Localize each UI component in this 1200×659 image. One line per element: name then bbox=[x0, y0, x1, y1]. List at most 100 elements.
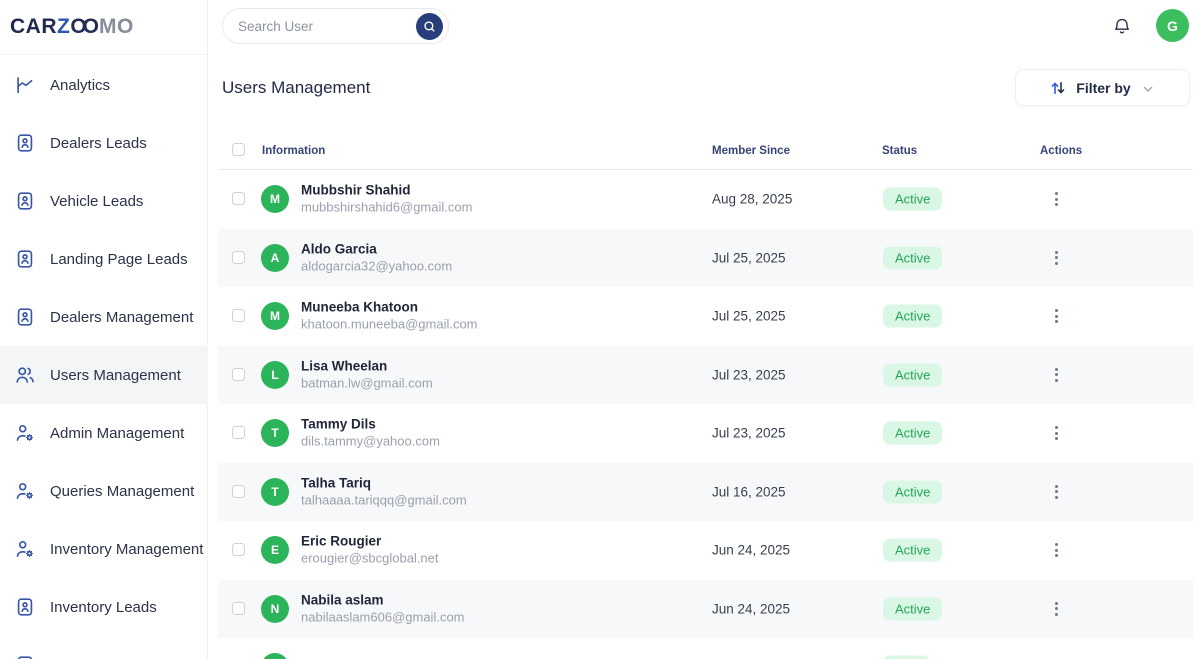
logo-text: MO bbox=[99, 15, 134, 38]
status-badge bbox=[883, 655, 930, 659]
sort-arrows-icon bbox=[1049, 79, 1067, 97]
user-name: Tammy Dils bbox=[301, 416, 376, 432]
user-email: mubbshirshahid6@gmail.com bbox=[301, 199, 473, 215]
sidebar-item-item[interactable] bbox=[0, 636, 208, 659]
users-icon bbox=[14, 364, 36, 386]
sidebar-item-dealers-leads[interactable]: Dealers Leads bbox=[0, 114, 208, 172]
column-header-status: Status bbox=[882, 145, 918, 157]
user-email: dils.tammy@yahoo.com bbox=[301, 433, 440, 449]
user-email: khatoon.muneeba@gmail.com bbox=[301, 316, 478, 332]
member-since-value: Jul 23, 2025 bbox=[712, 425, 786, 441]
row-checkbox[interactable] bbox=[232, 426, 245, 440]
user-name: Mubbshir Shahid bbox=[301, 182, 411, 198]
user-info: Talha Tariq talhaaaa.tariqqq@gmail.com bbox=[301, 475, 467, 508]
row-actions-menu[interactable] bbox=[1048, 307, 1064, 325]
sidebar-item-label: Dealers Leads bbox=[50, 134, 147, 152]
avatar: M bbox=[261, 302, 289, 331]
status-badge: Active bbox=[883, 363, 943, 387]
user-name: Aldo Garcia bbox=[301, 241, 377, 257]
user-gear-icon bbox=[14, 538, 36, 560]
user-info: Eric Rougier erougier@sbcglobal.net bbox=[301, 534, 439, 567]
sidebar-item-dealers-management[interactable]: Dealers Management bbox=[0, 288, 208, 346]
notifications-button[interactable] bbox=[1112, 15, 1134, 37]
sidebar-item-inventory-management[interactable]: Inventory Management bbox=[0, 520, 208, 578]
search-input[interactable] bbox=[238, 18, 416, 34]
user-email: erougier@sbcglobal.net bbox=[301, 550, 439, 566]
brand-logo: CAR Z OO MO bbox=[0, 0, 207, 55]
row-checkbox[interactable] bbox=[232, 250, 245, 264]
page-title: Users Management bbox=[222, 78, 371, 97]
row-actions-menu[interactable] bbox=[1048, 249, 1064, 267]
sidebar-item-admin-management[interactable]: Admin Management bbox=[0, 404, 208, 462]
row-checkbox[interactable] bbox=[232, 309, 245, 323]
table-header: Information Member Since Status Actions bbox=[218, 143, 1193, 170]
sidebar-item-label: Admin Management bbox=[50, 424, 185, 442]
row-actions-menu[interactable] bbox=[1048, 366, 1064, 384]
kebab-icon bbox=[1054, 484, 1058, 488]
member-since-value: Jul 25, 2025 bbox=[712, 308, 786, 324]
member-since-value: Jul 23, 2025 bbox=[712, 367, 786, 383]
sidebar-item-queries-management[interactable]: Queries Management bbox=[0, 462, 208, 520]
id-badge-icon bbox=[14, 190, 36, 212]
table-row: Umar Maqsood bbox=[218, 638, 1193, 659]
avatar bbox=[261, 653, 289, 659]
table-row: T Tammy Dils dils.tammy@yahoo.com Jul 23… bbox=[218, 404, 1193, 463]
row-checkbox[interactable] bbox=[232, 601, 245, 615]
status-badge: Active bbox=[883, 597, 943, 621]
sidebar-item-label: Dealers Management bbox=[50, 308, 194, 326]
kebab-icon bbox=[1054, 192, 1058, 196]
sidebar-item-users-management[interactable]: Users Management bbox=[0, 346, 208, 404]
row-checkbox[interactable] bbox=[232, 543, 245, 557]
main-content: G Users Management Filter by Information bbox=[209, 0, 1200, 659]
kebab-icon bbox=[1054, 601, 1058, 605]
row-checkbox[interactable] bbox=[232, 367, 245, 381]
sidebar-item-vehicle-leads[interactable]: Vehicle Leads bbox=[0, 172, 208, 230]
user-info: Tammy Dils dils.tammy@yahoo.com bbox=[301, 417, 440, 450]
column-header-member-since: Member Since bbox=[712, 145, 790, 157]
sidebar-item-landing-page-leads[interactable]: Landing Page Leads bbox=[0, 230, 208, 288]
user-info: Mubbshir Shahid mubbshirshahid6@gmail.co… bbox=[301, 183, 472, 216]
filter-by-button[interactable]: Filter by bbox=[1015, 69, 1190, 106]
user-info: Nabila aslam nabilaaslam606@gmail.com bbox=[301, 592, 465, 625]
sidebar-item-label: Inventory Leads bbox=[50, 598, 157, 616]
table-body: M Mubbshir Shahid mubbshirshahid6@gmail.… bbox=[218, 170, 1193, 659]
user-avatar[interactable]: G bbox=[1156, 9, 1189, 42]
row-checkbox[interactable] bbox=[232, 192, 245, 206]
row-actions-menu[interactable] bbox=[1048, 190, 1064, 208]
chevron-down-icon bbox=[1140, 79, 1156, 97]
id-badge-icon bbox=[14, 132, 36, 154]
sidebar-nav: Analytics Dealers Leads Vehicle Leads La… bbox=[0, 56, 208, 659]
sidebar-item-label: Analytics bbox=[50, 76, 111, 94]
status-badge: Active bbox=[883, 246, 943, 270]
search-bar bbox=[222, 8, 449, 44]
select-all-checkbox[interactable] bbox=[232, 143, 245, 156]
sidebar-item-analytics[interactable]: Analytics bbox=[0, 56, 208, 114]
kebab-icon bbox=[1054, 426, 1058, 430]
row-actions-menu[interactable] bbox=[1048, 424, 1064, 442]
users-table: Information Member Since Status Actions … bbox=[218, 143, 1193, 659]
status-badge: Active bbox=[883, 538, 943, 562]
analytics-chart-icon bbox=[14, 74, 36, 96]
status-badge: Active bbox=[883, 421, 943, 445]
row-actions-menu[interactable] bbox=[1048, 600, 1064, 618]
id-badge-icon bbox=[14, 248, 36, 270]
user-info: Aldo Garcia aldogarcia32@yahoo.com bbox=[301, 241, 452, 274]
avatar: L bbox=[261, 360, 289, 389]
kebab-icon bbox=[1054, 309, 1058, 313]
sidebar-item-inventory-leads[interactable]: Inventory Leads bbox=[0, 578, 208, 636]
member-since-value: Jul 25, 2025 bbox=[712, 250, 786, 266]
carzoomo-wordmark: CAR Z OO MO bbox=[10, 15, 134, 39]
row-actions-menu[interactable] bbox=[1048, 483, 1064, 501]
user-email: batman.lw@gmail.com bbox=[301, 375, 433, 391]
row-actions-menu[interactable] bbox=[1048, 541, 1064, 559]
user-info: Muneeba Khatoon khatoon.muneeba@gmail.co… bbox=[301, 300, 478, 333]
user-name: Lisa Wheelan bbox=[301, 358, 388, 374]
search-button[interactable] bbox=[416, 12, 443, 40]
row-checkbox[interactable] bbox=[232, 484, 245, 498]
avatar: T bbox=[261, 477, 289, 506]
logo-text: CAR bbox=[10, 15, 57, 38]
member-since-value: Jun 24, 2025 bbox=[712, 542, 791, 558]
user-info: Lisa Wheelan batman.lw@gmail.com bbox=[301, 358, 433, 391]
user-email: talhaaaa.tariqqq@gmail.com bbox=[301, 492, 467, 508]
